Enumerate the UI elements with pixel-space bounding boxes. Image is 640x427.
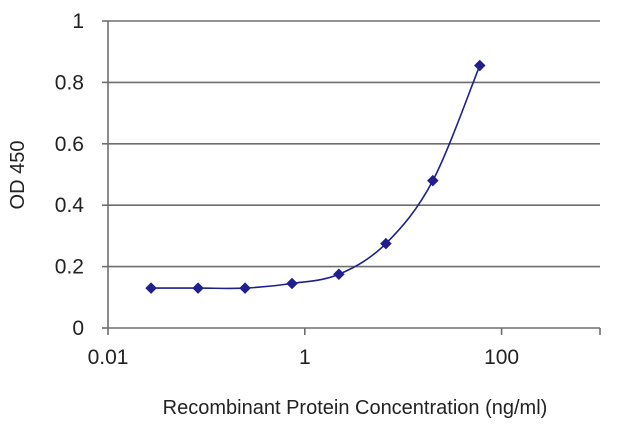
y-tick-label: 0.4 <box>55 194 85 217</box>
data-point <box>239 282 251 294</box>
x-tick-label: 0.01 <box>88 346 129 369</box>
data-point <box>427 174 439 187</box>
x-tick-label: 1 <box>299 346 311 369</box>
data-points <box>145 59 486 294</box>
y-tick-label: 0.6 <box>55 133 84 156</box>
y-axis-label: OD 450 <box>7 141 29 210</box>
y-tick-label: 1 <box>72 10 84 33</box>
grid <box>108 20 600 268</box>
data-point <box>145 282 157 294</box>
data-point <box>286 277 298 290</box>
y-tick-label: 0.8 <box>55 71 84 94</box>
x-axis-label: Recombinant Protein Concentration (ng/ml… <box>163 397 548 419</box>
tick-labels: 0 0.2 0.4 0.6 0.8 1 0.01 1 100 <box>55 10 519 369</box>
data-point <box>474 59 486 72</box>
data-point <box>333 268 345 281</box>
fit-curve <box>151 65 481 290</box>
x-tick-label: 100 <box>484 346 519 369</box>
fit-curve-line <box>151 65 481 290</box>
y-tick-label: 0.2 <box>55 256 84 279</box>
y-tick-label: 0 <box>72 317 84 340</box>
data-point <box>192 282 204 294</box>
data-point <box>380 237 392 250</box>
axes <box>102 20 601 335</box>
